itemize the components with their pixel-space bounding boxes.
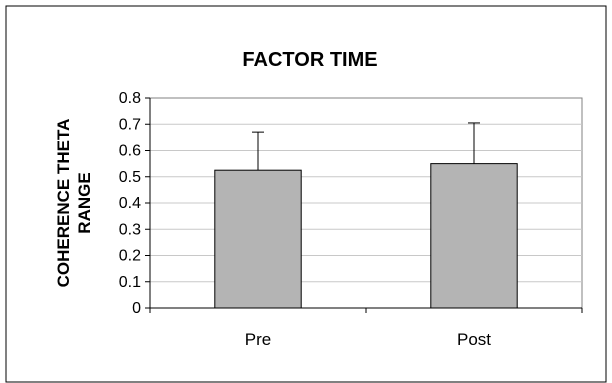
error-bars [252, 122, 480, 171]
y-axis: 0 0.1 0.2 0.3 0.4 0.5 0.6 0.7 0.8 [119, 90, 151, 317]
y-tick-label: 0.6 [119, 143, 141, 160]
y-tick-label: 0.4 [119, 195, 141, 212]
y-axis-label-line-2: RANGE [75, 172, 94, 233]
bar-post [430, 163, 518, 309]
y-tick-label: 0.5 [119, 169, 141, 186]
x-category-label: Post [457, 330, 491, 349]
y-tick-label: 0.7 [119, 116, 141, 133]
y-tick-label: 0.2 [119, 248, 141, 265]
y-tick-label: 0.1 [119, 274, 141, 291]
chart-title: FACTOR TIME [242, 49, 377, 71]
bar-pre [214, 169, 302, 309]
bars [214, 163, 518, 309]
x-category-label: Pre [245, 330, 271, 349]
y-tick-label: 0.3 [119, 221, 141, 238]
y-axis-label-line-1: COHERENCE THETA [54, 119, 73, 288]
y-axis-label: COHERENCE THETA RANGE [54, 119, 94, 288]
y-tick-label: 0.8 [119, 90, 141, 107]
y-tick-label: 0 [132, 300, 141, 317]
